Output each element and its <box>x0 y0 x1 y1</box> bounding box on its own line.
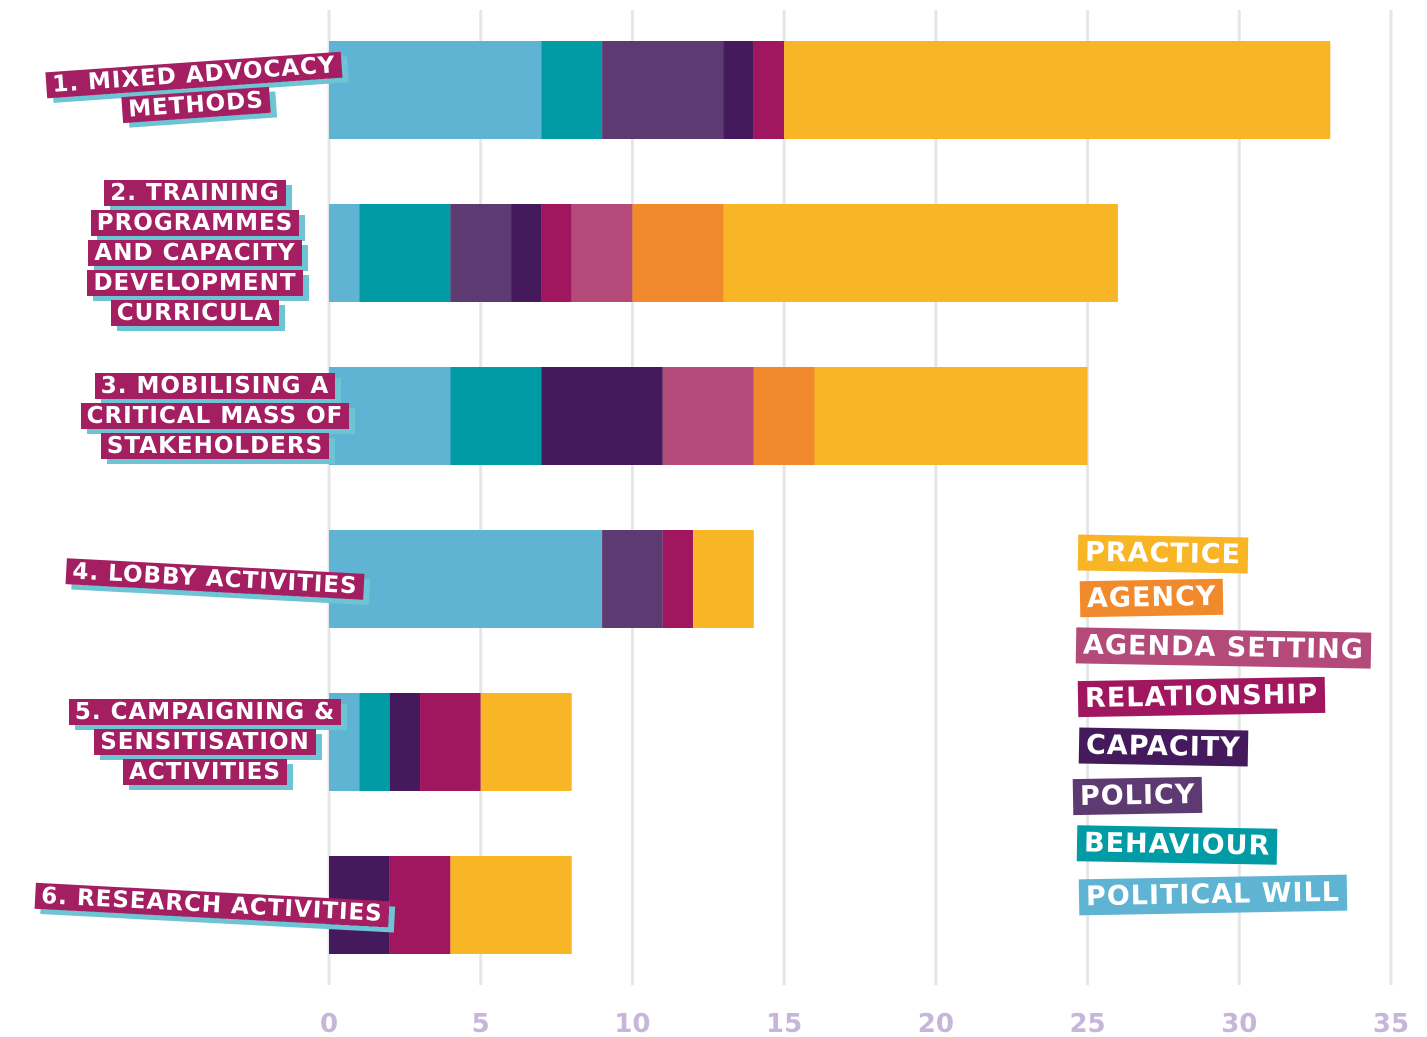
bar-segment <box>359 693 390 791</box>
category-text: 5. CAMPAIGNING & SENSITISATION ACTIVITIE… <box>68 699 342 785</box>
bar-segment <box>541 204 572 302</box>
bar-segment <box>723 41 754 139</box>
legend-entry: POLICY <box>1072 776 1203 816</box>
bar-segment <box>632 204 724 302</box>
bar-segment <box>389 856 451 954</box>
bar-segment <box>450 856 572 954</box>
legend-entry: POLITICAL WILL <box>1078 874 1348 916</box>
bar-segment <box>602 530 663 628</box>
legend-entry: RELATIONSHIP <box>1077 676 1326 718</box>
bar-segment <box>753 41 785 139</box>
bar-segment <box>753 367 815 465</box>
bar-segment <box>420 693 481 791</box>
category-text: 2. TRAINING PROGRAMMES AND CAPACITY DEVE… <box>87 180 303 326</box>
bar-segment <box>784 41 1331 139</box>
bar-segment <box>389 693 421 791</box>
legend-entry: BEHAVIOUR <box>1076 825 1278 865</box>
category-label: 2. TRAINING PROGRAMMES AND CAPACITY DEVE… <box>65 178 325 328</box>
category-label: 3. MOBILISING A CRITICAL MASS OF STAKEHO… <box>60 371 370 461</box>
bar-segment <box>329 367 451 465</box>
bar-segment <box>480 693 572 791</box>
legend-entry: AGENCY <box>1079 578 1224 618</box>
x-tick-label: 35 <box>1373 1009 1409 1037</box>
bar-segment <box>329 530 603 628</box>
legend-entry: PRACTICE <box>1077 534 1249 574</box>
bar-segment <box>723 204 1118 302</box>
bar-segment <box>329 41 542 139</box>
x-tick-label: 20 <box>918 1009 954 1037</box>
bar-segment <box>329 204 360 302</box>
bar-segment <box>359 204 451 302</box>
x-tick-label: 5 <box>472 1009 490 1037</box>
x-tick-label: 25 <box>1069 1009 1105 1037</box>
category-text: 3. MOBILISING A CRITICAL MASS OF STAKEHO… <box>80 373 350 459</box>
bar-segment <box>693 530 754 628</box>
bar-segment <box>511 204 542 302</box>
bar-segment <box>662 530 694 628</box>
bar-segment <box>814 367 1088 465</box>
bar-segment <box>571 204 633 302</box>
x-tick-label: 0 <box>320 1009 338 1037</box>
category-label: 5. CAMPAIGNING & SENSITISATION ACTIVITIE… <box>60 697 350 787</box>
bar-segment <box>662 367 754 465</box>
x-tick-label: 30 <box>1221 1009 1257 1037</box>
bar-segment <box>602 41 724 139</box>
x-tick-label: 10 <box>614 1009 650 1037</box>
bar-segment <box>541 41 603 139</box>
bar-segment <box>450 204 512 302</box>
x-tick-label: 15 <box>766 1009 802 1037</box>
legend-entry: CAPACITY <box>1078 727 1249 767</box>
bar-segment <box>450 367 542 465</box>
bar-segment <box>541 367 663 465</box>
legend-entry: AGENDA SETTING <box>1075 627 1372 669</box>
